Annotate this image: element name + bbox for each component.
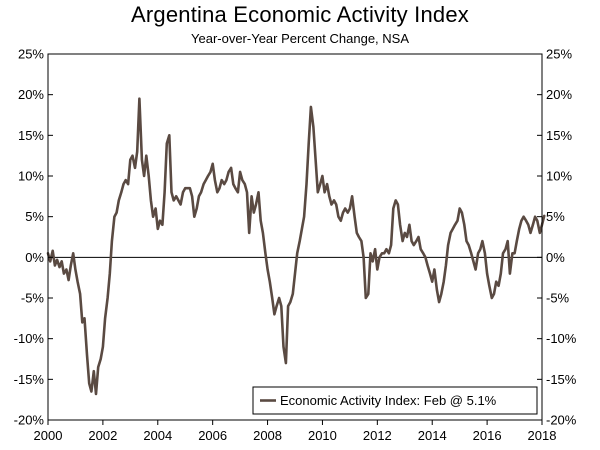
y-tick-label-left: -10%: [14, 331, 45, 346]
legend: Economic Activity Index: Feb @ 5.1%: [252, 386, 538, 415]
y-tick-label-left: -20%: [14, 413, 45, 428]
y-tick-label-right: 10%: [546, 169, 572, 184]
y-tick-label-right: -5%: [546, 291, 570, 306]
y-tick-label-left: 20%: [18, 87, 44, 102]
y-tick-label-left: -5%: [21, 291, 45, 306]
x-tick-label: 2006: [198, 428, 227, 443]
x-tick-label: 2000: [34, 428, 63, 443]
x-tick-label: 2004: [143, 428, 172, 443]
y-tick-label-left: -15%: [14, 372, 45, 387]
y-tick-label-left: 25%: [18, 47, 44, 62]
y-tick-label-right: 0%: [546, 250, 565, 265]
y-tick-label-right: -10%: [546, 331, 577, 346]
series-line-0: [46, 97, 546, 396]
y-tick-label-right: 5%: [546, 209, 565, 224]
y-tick-label-left: 0%: [25, 250, 44, 265]
chart-title: Argentina Economic Activity Index: [131, 2, 469, 27]
x-tick-label: 2014: [418, 428, 447, 443]
y-tick-label-left: 10%: [18, 169, 44, 184]
legend-box: [252, 386, 538, 415]
y-tick-label-right: 25%: [546, 47, 572, 62]
plot-frame: [47, 53, 543, 421]
x-tick-label: 2016: [473, 428, 502, 443]
chart-subtitle: Year-over-Year Percent Change, NSA: [191, 31, 409, 46]
x-tick-label: 2012: [363, 428, 392, 443]
x-tick-label: 2010: [308, 428, 337, 443]
x-tick-label: 2008: [253, 428, 282, 443]
x-tick-label: 2018: [528, 428, 557, 443]
legend-label: Economic Activity Index: Feb @ 5.1%: [280, 393, 497, 408]
y-tick-label-left: 5%: [25, 209, 44, 224]
y-tick-label-left: 15%: [18, 128, 44, 143]
y-tick-label-right: -15%: [546, 372, 577, 387]
y-tick-label-right: -20%: [546, 413, 577, 428]
y-tick-label-right: 20%: [546, 87, 572, 102]
x-tick-label: 2002: [88, 428, 117, 443]
y-tick-label-right: 15%: [546, 128, 572, 143]
